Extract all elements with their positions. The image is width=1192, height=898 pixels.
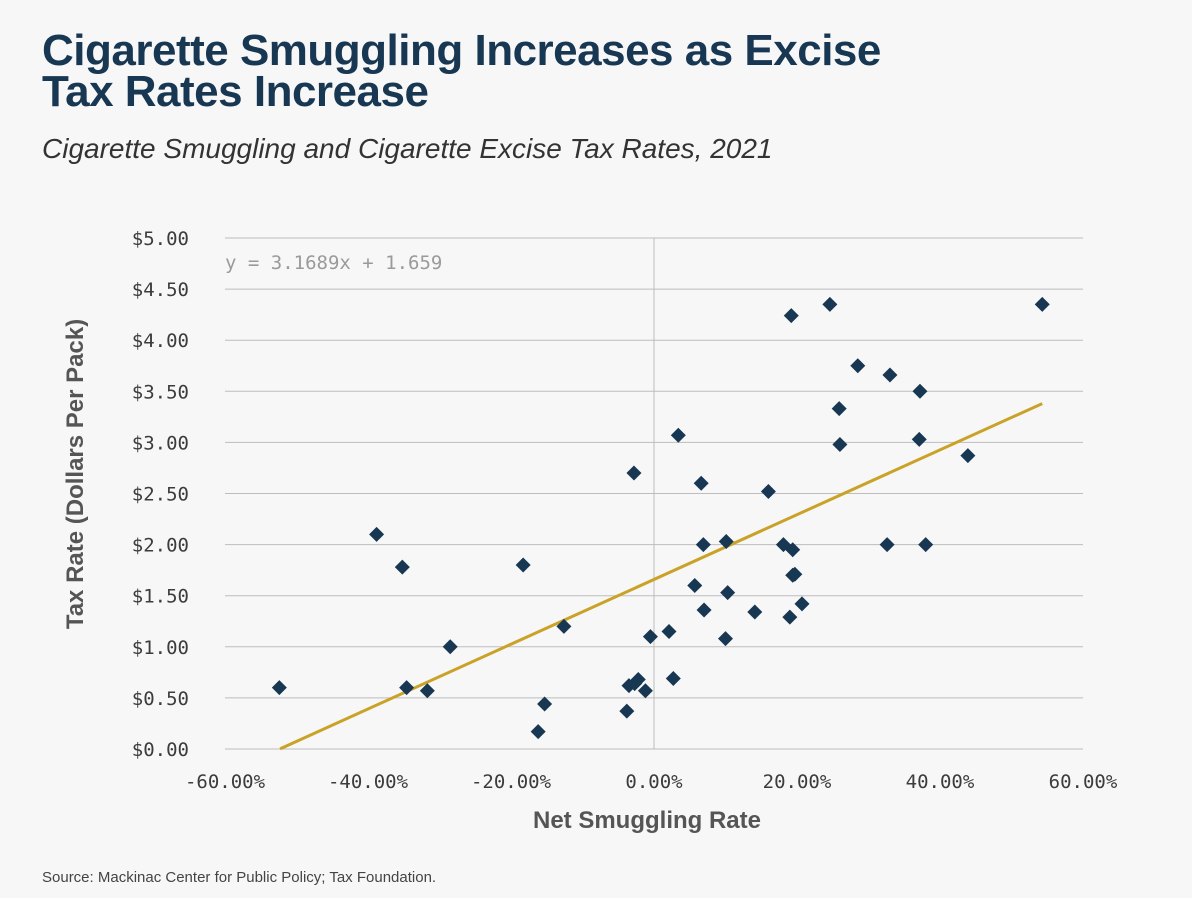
data-point <box>271 680 287 696</box>
x-tick-label: 20.00% <box>763 771 832 793</box>
y-tick-label: $5.00 <box>132 228 189 250</box>
data-point <box>918 537 934 553</box>
y-tick-labels: $0.00 $0.50 $1.00 $1.50 $2.00 $2.50 $3.00 $3.50… <box>132 228 189 761</box>
data-point <box>619 703 635 719</box>
trendline-equation: y = 3.1689x + 1.659 <box>225 252 442 274</box>
data-point <box>399 680 415 696</box>
data-point <box>695 537 711 553</box>
data-point <box>782 609 798 625</box>
x-tick-label: -20.00% <box>471 771 552 793</box>
data-point <box>442 639 458 655</box>
data-point <box>665 670 681 686</box>
y-tick-label: $2.00 <box>132 535 189 557</box>
data-point <box>537 696 553 712</box>
data-point <box>831 401 847 417</box>
title-line-1: Cigarette Smuggling Increases as Excise <box>42 26 881 75</box>
data-point <box>720 585 736 601</box>
x-tick-label: 0.00% <box>625 771 683 793</box>
data-point <box>879 537 895 553</box>
data-point <box>747 604 763 620</box>
data-point <box>794 596 810 612</box>
data-point <box>661 623 677 639</box>
data-point <box>687 577 703 593</box>
x-axis-label: Net Smuggling Rate <box>533 807 761 834</box>
data-point <box>882 367 898 383</box>
data-point <box>718 631 733 647</box>
x-tick-labels: -60.00% -40.00% -20.00% 0.00% 20.00% 40.00% 60… <box>185 771 1118 793</box>
data-point <box>850 358 866 374</box>
data-point <box>515 557 531 573</box>
data-point <box>556 618 572 634</box>
data-point <box>760 483 776 499</box>
data-point <box>832 436 848 452</box>
data-point <box>822 296 838 312</box>
data-point <box>530 724 546 740</box>
y-tick-label: $1.00 <box>132 637 189 659</box>
data-point <box>419 683 435 699</box>
data-point <box>718 534 734 550</box>
data-point <box>670 427 686 443</box>
x-tick-label: -40.00% <box>328 771 409 793</box>
y-tick-label: $4.00 <box>132 330 189 352</box>
data-point <box>783 308 799 324</box>
data-point <box>1034 296 1050 312</box>
data-point <box>369 526 385 542</box>
data-point <box>626 465 642 481</box>
y-tick-label: $3.50 <box>132 381 189 403</box>
title-line-2: Tax Rates Increase <box>42 67 429 116</box>
data-point <box>696 602 712 618</box>
data-point <box>642 629 658 645</box>
y-tick-label: $1.50 <box>132 586 189 608</box>
x-tick-label: 60.00% <box>1049 771 1118 793</box>
y-tick-label: $0.00 <box>132 739 189 761</box>
data-point <box>912 383 928 399</box>
chart-title: Cigarette Smuggling Increases as Excise … <box>42 29 1042 114</box>
data-point <box>630 672 646 688</box>
y-tick-label: $3.00 <box>132 432 189 454</box>
data-point <box>693 475 709 491</box>
y-tick-label: $2.50 <box>132 484 189 506</box>
data-point <box>787 566 803 582</box>
x-tick-label: -60.00% <box>185 771 266 793</box>
data-point <box>637 683 653 699</box>
y-axis-label: Tax Rate (Dollars Per Pack) <box>62 319 89 629</box>
points-layer <box>271 296 1050 740</box>
trendline-layer <box>279 402 1043 751</box>
data-point <box>960 448 976 464</box>
trendline <box>279 402 1043 751</box>
source-note: Source: Mackinac Center for Public Polic… <box>42 869 437 886</box>
scatter-chart: y = 3.1689x + 1.659 $0.00 $0.50 $1.00 $1.50… <box>62 228 1118 834</box>
chart-subtitle: Cigarette Smuggling and Cigarette Excise… <box>42 133 773 164</box>
data-point <box>911 431 927 447</box>
data-point <box>785 542 801 558</box>
y-tick-label: $4.50 <box>132 279 189 301</box>
y-tick-label: $0.50 <box>132 688 189 710</box>
data-point <box>394 559 410 575</box>
x-tick-label: 40.00% <box>906 771 975 793</box>
